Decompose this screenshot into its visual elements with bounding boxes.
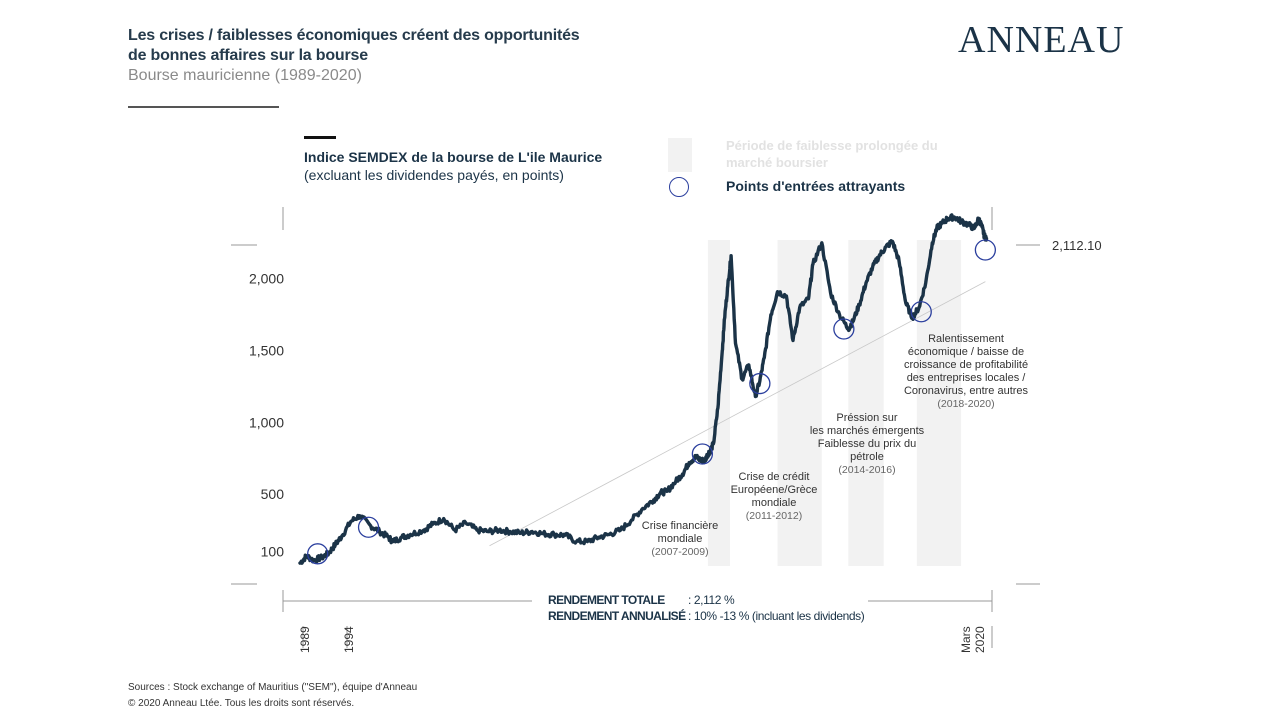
legend-series-label: Indice SEMDEX de la bourse de L'ile Maur… (304, 149, 603, 165)
entry-point-3 (691, 443, 714, 465)
chart-title-line-1: Les crises / faiblesses économiques crée… (128, 27, 580, 44)
legend-band-label: Période de faiblesse prolongée du marché… (726, 138, 938, 170)
summary-value-2: : 10% -13 % (incluant les dividends) (688, 609, 865, 623)
brand-logo: ANNEAU (958, 19, 1125, 61)
title-divider (128, 106, 279, 108)
entry-point-7 (974, 239, 997, 261)
chart-title: Les crises / faiblesses économiques crée… (128, 26, 580, 66)
summary-value-1: : 2,112 % (688, 593, 735, 607)
series-layer (298, 213, 989, 565)
legend-series-swatch (304, 136, 336, 139)
sources-note: Sources : Stock exchange of Mauritius ("… (128, 682, 418, 693)
annotation-3: Préssion sur les marchés émergents Faibles… (810, 412, 925, 476)
chart-title-line-2: de bonnes affaires sur la bourse (128, 47, 368, 64)
trendline (489, 281, 986, 547)
summary: RENDEMENT TOTALE : 2,112 %RENDEMENT ANNUA… (548, 593, 865, 623)
x-tick-label-1: 1989 (298, 626, 312, 653)
entry-point-4 (749, 372, 771, 395)
copyright-note: © 2020 Anneau Ltée. Tous les droits sont… (128, 698, 355, 709)
chart-frame (231, 207, 1040, 648)
y-tick-label-4: 1,500 (249, 343, 284, 359)
chart-subtitle: Bourse mauricienne (1989-2020) (128, 67, 362, 84)
x-axis-ticks: 1989 1994 Mars2020 (298, 626, 987, 653)
entry-points (307, 239, 997, 565)
legend-series-sublabel: (excluant les dividendes payés, en point… (304, 167, 564, 183)
y-tick-label-5: 2,000 (249, 271, 284, 287)
weakness-band-3 (848, 240, 884, 566)
end-value-label: 2,112.10 (1052, 238, 1102, 253)
y-tick-label-3: 1,000 (249, 414, 284, 430)
series-line-semdex (298, 213, 989, 565)
summary-label-1: RENDEMENT TOTALE (548, 593, 665, 607)
y-tick-label-2: 500 (261, 486, 285, 502)
annotation-2: Crise de crédit Européene/Grèce mondiale (2… (731, 471, 818, 522)
annotation-4: Ralentissement économique / baisse de croi… (904, 333, 1029, 410)
annotations: Crise financière mondiale (2007-2009) Crise… (642, 333, 1029, 558)
y-tick-label-1: 100 (261, 544, 285, 560)
annotation-1: Crise financière mondiale (2007-2009) (642, 520, 718, 558)
x-tick-label-2: 1994 (342, 626, 356, 653)
x-tick-label-3: Mars2020 (959, 626, 987, 653)
summary-label-2: RENDEMENT ANNUALISÉ (548, 608, 686, 623)
y-axis-ticks: 100 500 1,000 1,500 2,000 (249, 271, 284, 560)
legend-circle-label: Points d'entrées attrayants (726, 178, 906, 194)
trend-line (489, 281, 986, 547)
legend-band-swatch (668, 138, 692, 172)
legend-circle-icon (669, 177, 689, 197)
entry-point-6 (910, 301, 932, 323)
entry-point-5 (833, 318, 855, 340)
entry-point-2 (357, 516, 380, 538)
entry-point-1 (307, 543, 329, 565)
